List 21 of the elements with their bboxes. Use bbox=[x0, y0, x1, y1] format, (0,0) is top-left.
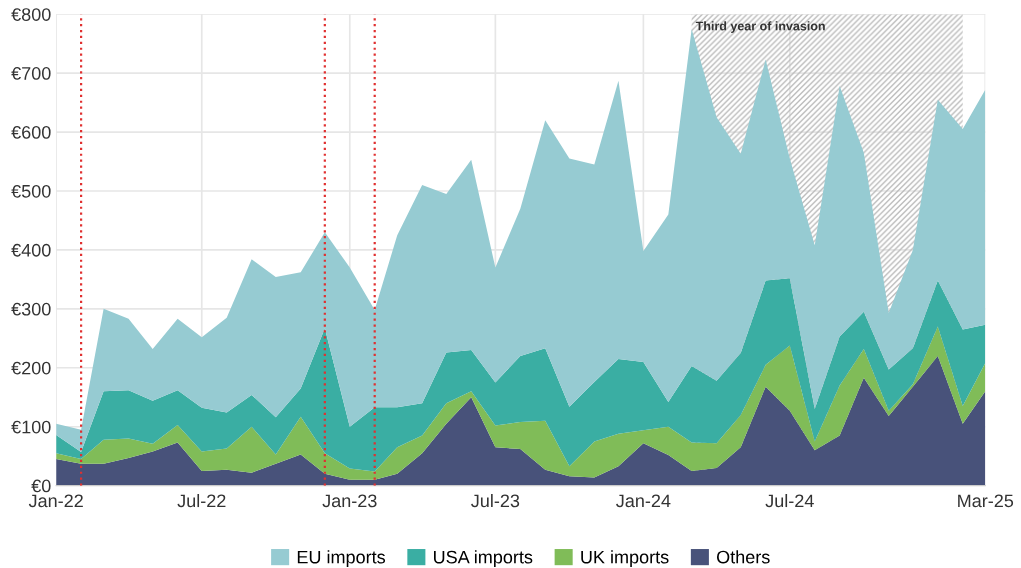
x-tick-label: Jan-22 bbox=[28, 494, 83, 508]
y-tick-label: €800 bbox=[11, 8, 51, 21]
y-tick-label: €400 bbox=[11, 243, 51, 257]
y-tick-label: €200 bbox=[11, 361, 51, 375]
legend-label: Others bbox=[716, 550, 770, 564]
x-tick-label: Jan-23 bbox=[322, 494, 377, 508]
legend-label: UK imports bbox=[581, 550, 669, 568]
x-tick-label: Jul-23 bbox=[471, 493, 520, 508]
y-tick-label: €500 bbox=[11, 184, 51, 198]
x-tick-label: Jul-22 bbox=[177, 493, 226, 508]
band-label: Third year of invasion bbox=[695, 21, 825, 33]
x-tick-label: Jan-24 bbox=[616, 494, 671, 508]
y-tick-label: €0 bbox=[31, 479, 51, 493]
legend-label: USA imports bbox=[434, 550, 533, 568]
x-tick-label: Mar-25 bbox=[958, 494, 1014, 508]
y-tick-label: €100 bbox=[11, 420, 51, 434]
y-tick-label: €700 bbox=[11, 67, 51, 80]
y-tick-label: €300 bbox=[11, 302, 51, 316]
y-tick-label: €600 bbox=[11, 125, 51, 139]
x-tick-label: Jul-24 bbox=[765, 493, 814, 508]
legend-label: EU imports bbox=[297, 550, 386, 568]
